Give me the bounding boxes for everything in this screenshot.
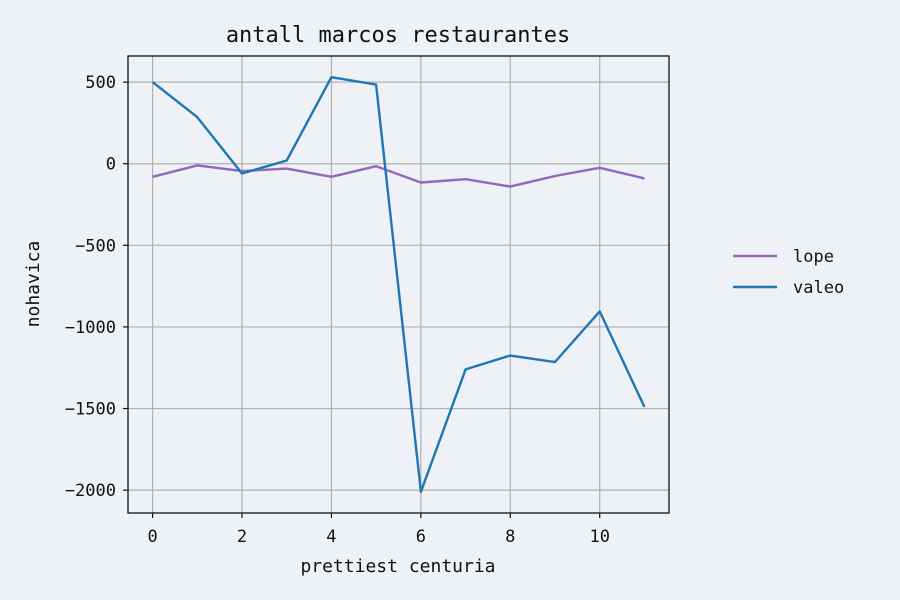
y-tick-label: 500 [85,73,116,93]
x-tick-label: 10 [589,527,609,547]
legend-label-lope: lope [793,247,834,267]
x-tick-label: 8 [505,527,515,547]
y-tick-label: −2000 [65,481,116,501]
series-line-valeo [151,75,646,493]
y-axis-label: nohavica [23,241,44,328]
y-axis-ticks: 500 0 −500 −1000 −1500 −2000 [65,73,128,501]
plot-frame [127,55,670,514]
legend-label-valeo: valeo [793,278,844,298]
x-tick-label: 0 [147,527,157,547]
y-tick-label: −500 [75,236,116,256]
x-axis-label: prettiest centuria [300,556,495,577]
y-tick-label: −1000 [65,318,116,338]
legend: lope valeo [733,247,844,298]
grid [128,56,669,513]
x-tick-label: 4 [326,527,336,547]
x-tick-label: 2 [237,527,247,547]
y-tick-label: 0 [106,155,116,175]
chart-title: antall marcos restaurantes [226,23,570,48]
series-line-lope [152,164,645,188]
y-tick-label: −1500 [65,400,116,420]
series-lines [151,75,646,493]
x-tick-label: 6 [416,527,426,547]
x-axis-ticks: 0 2 4 6 8 10 [147,513,610,547]
